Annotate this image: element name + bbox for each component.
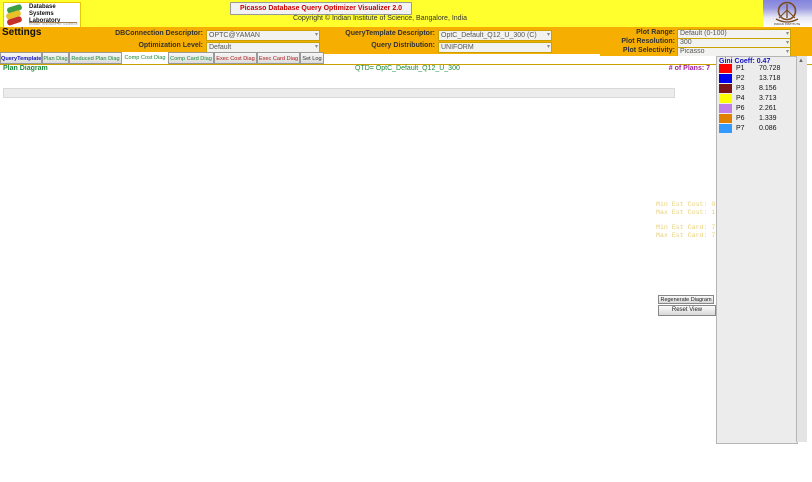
svg-text:INDIAN INSTITUTE: INDIAN INSTITUTE: [774, 22, 801, 26]
